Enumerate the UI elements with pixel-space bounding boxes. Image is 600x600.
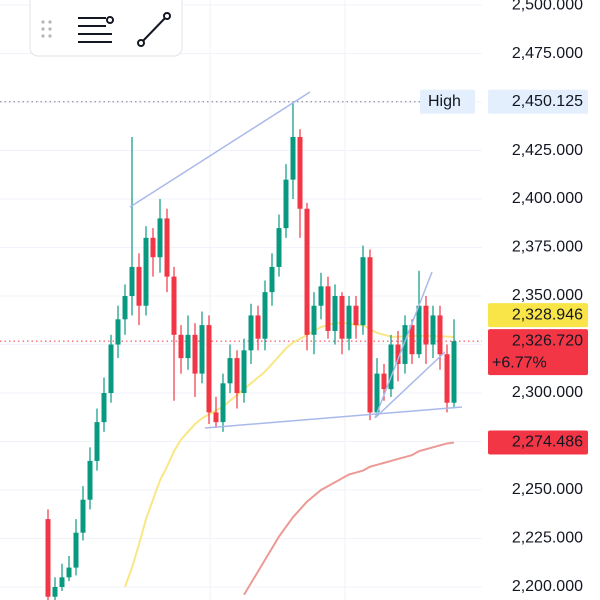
candle-body xyxy=(178,334,184,359)
candle-body xyxy=(325,286,331,331)
candle-body xyxy=(332,296,338,331)
y-tick-label: 2,200.000 xyxy=(512,578,583,595)
price-label-box xyxy=(488,329,588,376)
candle-body xyxy=(94,422,100,461)
y-tick-label: 2,375.000 xyxy=(512,239,583,256)
moving-average xyxy=(124,322,455,588)
y-tick-label: 2,300.000 xyxy=(512,384,583,401)
candle-body xyxy=(241,350,247,394)
candle-body xyxy=(318,286,324,306)
candle-body xyxy=(234,358,240,394)
price-label-box xyxy=(488,303,588,328)
plot-area xyxy=(0,101,482,600)
candle-body xyxy=(66,567,72,578)
candle-body xyxy=(199,325,205,374)
candle-body xyxy=(45,519,51,597)
candle-body xyxy=(381,373,387,390)
candle-body xyxy=(402,325,408,364)
candle-body xyxy=(430,315,436,345)
candle-body xyxy=(52,587,58,597)
lines-icon[interactable] xyxy=(78,16,114,43)
candle-body xyxy=(101,393,107,423)
toolbar[interactable] xyxy=(29,0,183,57)
candle-body xyxy=(444,354,450,403)
drag-handle[interactable] xyxy=(41,20,52,38)
candle-body xyxy=(136,266,142,306)
price-label-box xyxy=(488,430,588,455)
candle-body xyxy=(304,208,310,335)
price-label: 2,450.125 xyxy=(512,93,583,110)
candle-body xyxy=(276,228,282,267)
candle-body xyxy=(451,341,457,403)
candle-body xyxy=(395,344,401,364)
y-tick-label: 2,475.000 xyxy=(512,45,583,62)
candle-body xyxy=(339,296,345,339)
candle-body xyxy=(143,237,149,306)
candle-body xyxy=(311,305,317,335)
candle-body xyxy=(108,344,114,394)
grid xyxy=(0,4,482,588)
price-label: 2,326.720 xyxy=(512,332,583,349)
high-tag-box xyxy=(420,89,475,114)
candle-body xyxy=(367,257,373,413)
candle-body xyxy=(185,334,191,359)
drawings xyxy=(129,91,463,429)
moving-average xyxy=(243,441,455,596)
candle-body xyxy=(129,266,135,297)
price-axis: 2,200.0002,225.0002,250.0002,275.0002,30… xyxy=(420,0,588,595)
candle-body xyxy=(262,292,268,339)
candle-body xyxy=(248,315,254,351)
y-tick-label: 2,500.000 xyxy=(512,0,583,13)
candle-body xyxy=(269,266,275,293)
candle-body xyxy=(171,276,177,335)
y-tick-label: 2,250.000 xyxy=(512,481,583,498)
candle-body xyxy=(80,499,86,533)
candle-body xyxy=(157,218,163,258)
y-tick-label: 2,400.000 xyxy=(512,190,583,207)
trend-line xyxy=(374,351,446,419)
candle-body xyxy=(206,325,212,413)
candle-body xyxy=(115,319,121,345)
high-tag: High xyxy=(428,93,461,110)
candle-body xyxy=(122,296,128,320)
y-tick-label: 2,225.000 xyxy=(512,530,583,547)
candle-body xyxy=(360,257,366,326)
candle-body xyxy=(150,237,156,258)
candle-body xyxy=(297,136,303,209)
candle-body xyxy=(283,179,289,229)
trend-line xyxy=(129,91,311,208)
price-label: 2,274.486 xyxy=(512,434,583,451)
price-change: +6.77% xyxy=(492,354,547,371)
candle-body xyxy=(353,305,359,326)
candle-body xyxy=(213,412,219,423)
trend-line xyxy=(204,406,463,429)
y-tick-label: 2,350.000 xyxy=(512,287,583,304)
y-tick-label: 2,425.000 xyxy=(512,142,583,159)
candle-body xyxy=(388,344,394,390)
candle-body xyxy=(374,373,380,413)
candle-body xyxy=(73,532,79,568)
candle-body xyxy=(192,334,198,374)
candle-body xyxy=(87,460,93,500)
candle-body xyxy=(416,305,422,355)
candle-body xyxy=(346,305,352,339)
candle-body xyxy=(437,315,443,355)
candle-body xyxy=(409,325,415,355)
price-label: 2,328.946 xyxy=(512,306,583,323)
candle-body xyxy=(423,305,429,345)
line-tool-icon[interactable] xyxy=(137,12,171,47)
toolbar-box xyxy=(29,0,183,57)
candle-body xyxy=(220,383,226,423)
candle-body xyxy=(255,315,261,339)
candle-body xyxy=(59,577,65,588)
candle-body xyxy=(290,136,296,180)
candle-body xyxy=(164,218,170,277)
trend-line xyxy=(374,271,433,419)
candle-body xyxy=(227,358,233,384)
price-label-box xyxy=(488,89,588,114)
